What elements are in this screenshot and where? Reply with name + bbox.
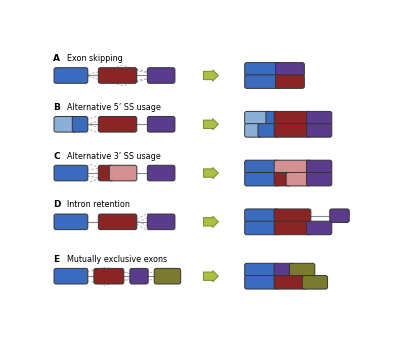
FancyBboxPatch shape xyxy=(72,117,88,132)
FancyBboxPatch shape xyxy=(54,214,88,230)
FancyBboxPatch shape xyxy=(274,221,311,235)
FancyBboxPatch shape xyxy=(54,68,88,83)
FancyBboxPatch shape xyxy=(245,160,278,174)
FancyBboxPatch shape xyxy=(276,75,304,88)
FancyArrow shape xyxy=(204,70,218,81)
FancyBboxPatch shape xyxy=(245,263,278,277)
FancyBboxPatch shape xyxy=(306,160,332,174)
FancyBboxPatch shape xyxy=(306,221,332,235)
Text: E: E xyxy=(53,254,59,264)
FancyBboxPatch shape xyxy=(330,209,349,223)
Text: C: C xyxy=(53,152,60,160)
FancyBboxPatch shape xyxy=(245,221,278,235)
Text: Mutually exclusive exons: Mutually exclusive exons xyxy=(67,254,167,264)
FancyBboxPatch shape xyxy=(245,124,262,137)
FancyBboxPatch shape xyxy=(306,111,332,125)
Text: Alternative 3’ SS usage: Alternative 3’ SS usage xyxy=(67,152,161,160)
FancyBboxPatch shape xyxy=(245,172,278,186)
FancyBboxPatch shape xyxy=(98,117,137,132)
Text: Alternative 5’ SS usage: Alternative 5’ SS usage xyxy=(67,103,161,112)
FancyBboxPatch shape xyxy=(147,68,175,83)
FancyBboxPatch shape xyxy=(274,160,311,174)
FancyBboxPatch shape xyxy=(245,209,278,223)
FancyBboxPatch shape xyxy=(54,117,77,132)
FancyBboxPatch shape xyxy=(54,268,88,284)
Text: D: D xyxy=(53,200,61,209)
FancyArrow shape xyxy=(204,270,218,282)
FancyBboxPatch shape xyxy=(302,275,328,289)
FancyBboxPatch shape xyxy=(98,68,137,83)
FancyBboxPatch shape xyxy=(274,209,311,223)
FancyBboxPatch shape xyxy=(286,172,310,186)
FancyBboxPatch shape xyxy=(130,268,148,284)
FancyBboxPatch shape xyxy=(290,263,315,277)
Text: B: B xyxy=(53,103,60,112)
FancyBboxPatch shape xyxy=(274,263,294,277)
FancyBboxPatch shape xyxy=(245,275,278,289)
FancyBboxPatch shape xyxy=(98,165,114,181)
FancyBboxPatch shape xyxy=(245,63,280,76)
FancyBboxPatch shape xyxy=(154,268,181,284)
FancyBboxPatch shape xyxy=(98,214,137,230)
FancyBboxPatch shape xyxy=(245,75,280,88)
FancyBboxPatch shape xyxy=(54,165,88,181)
FancyArrow shape xyxy=(204,167,218,179)
FancyBboxPatch shape xyxy=(276,63,304,76)
FancyBboxPatch shape xyxy=(147,165,175,181)
FancyArrow shape xyxy=(204,119,218,130)
FancyBboxPatch shape xyxy=(274,172,290,186)
FancyBboxPatch shape xyxy=(94,268,124,284)
FancyBboxPatch shape xyxy=(274,111,311,125)
FancyBboxPatch shape xyxy=(147,117,175,132)
FancyBboxPatch shape xyxy=(109,165,137,181)
FancyBboxPatch shape xyxy=(147,214,175,230)
FancyBboxPatch shape xyxy=(306,124,332,137)
FancyBboxPatch shape xyxy=(306,172,332,186)
FancyBboxPatch shape xyxy=(274,124,311,137)
Text: Exon skipping: Exon skipping xyxy=(67,54,123,63)
FancyBboxPatch shape xyxy=(274,275,307,289)
Text: A: A xyxy=(53,54,60,63)
FancyBboxPatch shape xyxy=(245,111,270,125)
Text: Intron retention: Intron retention xyxy=(67,200,130,209)
FancyArrow shape xyxy=(204,216,218,227)
FancyBboxPatch shape xyxy=(258,124,278,137)
FancyBboxPatch shape xyxy=(266,111,278,125)
